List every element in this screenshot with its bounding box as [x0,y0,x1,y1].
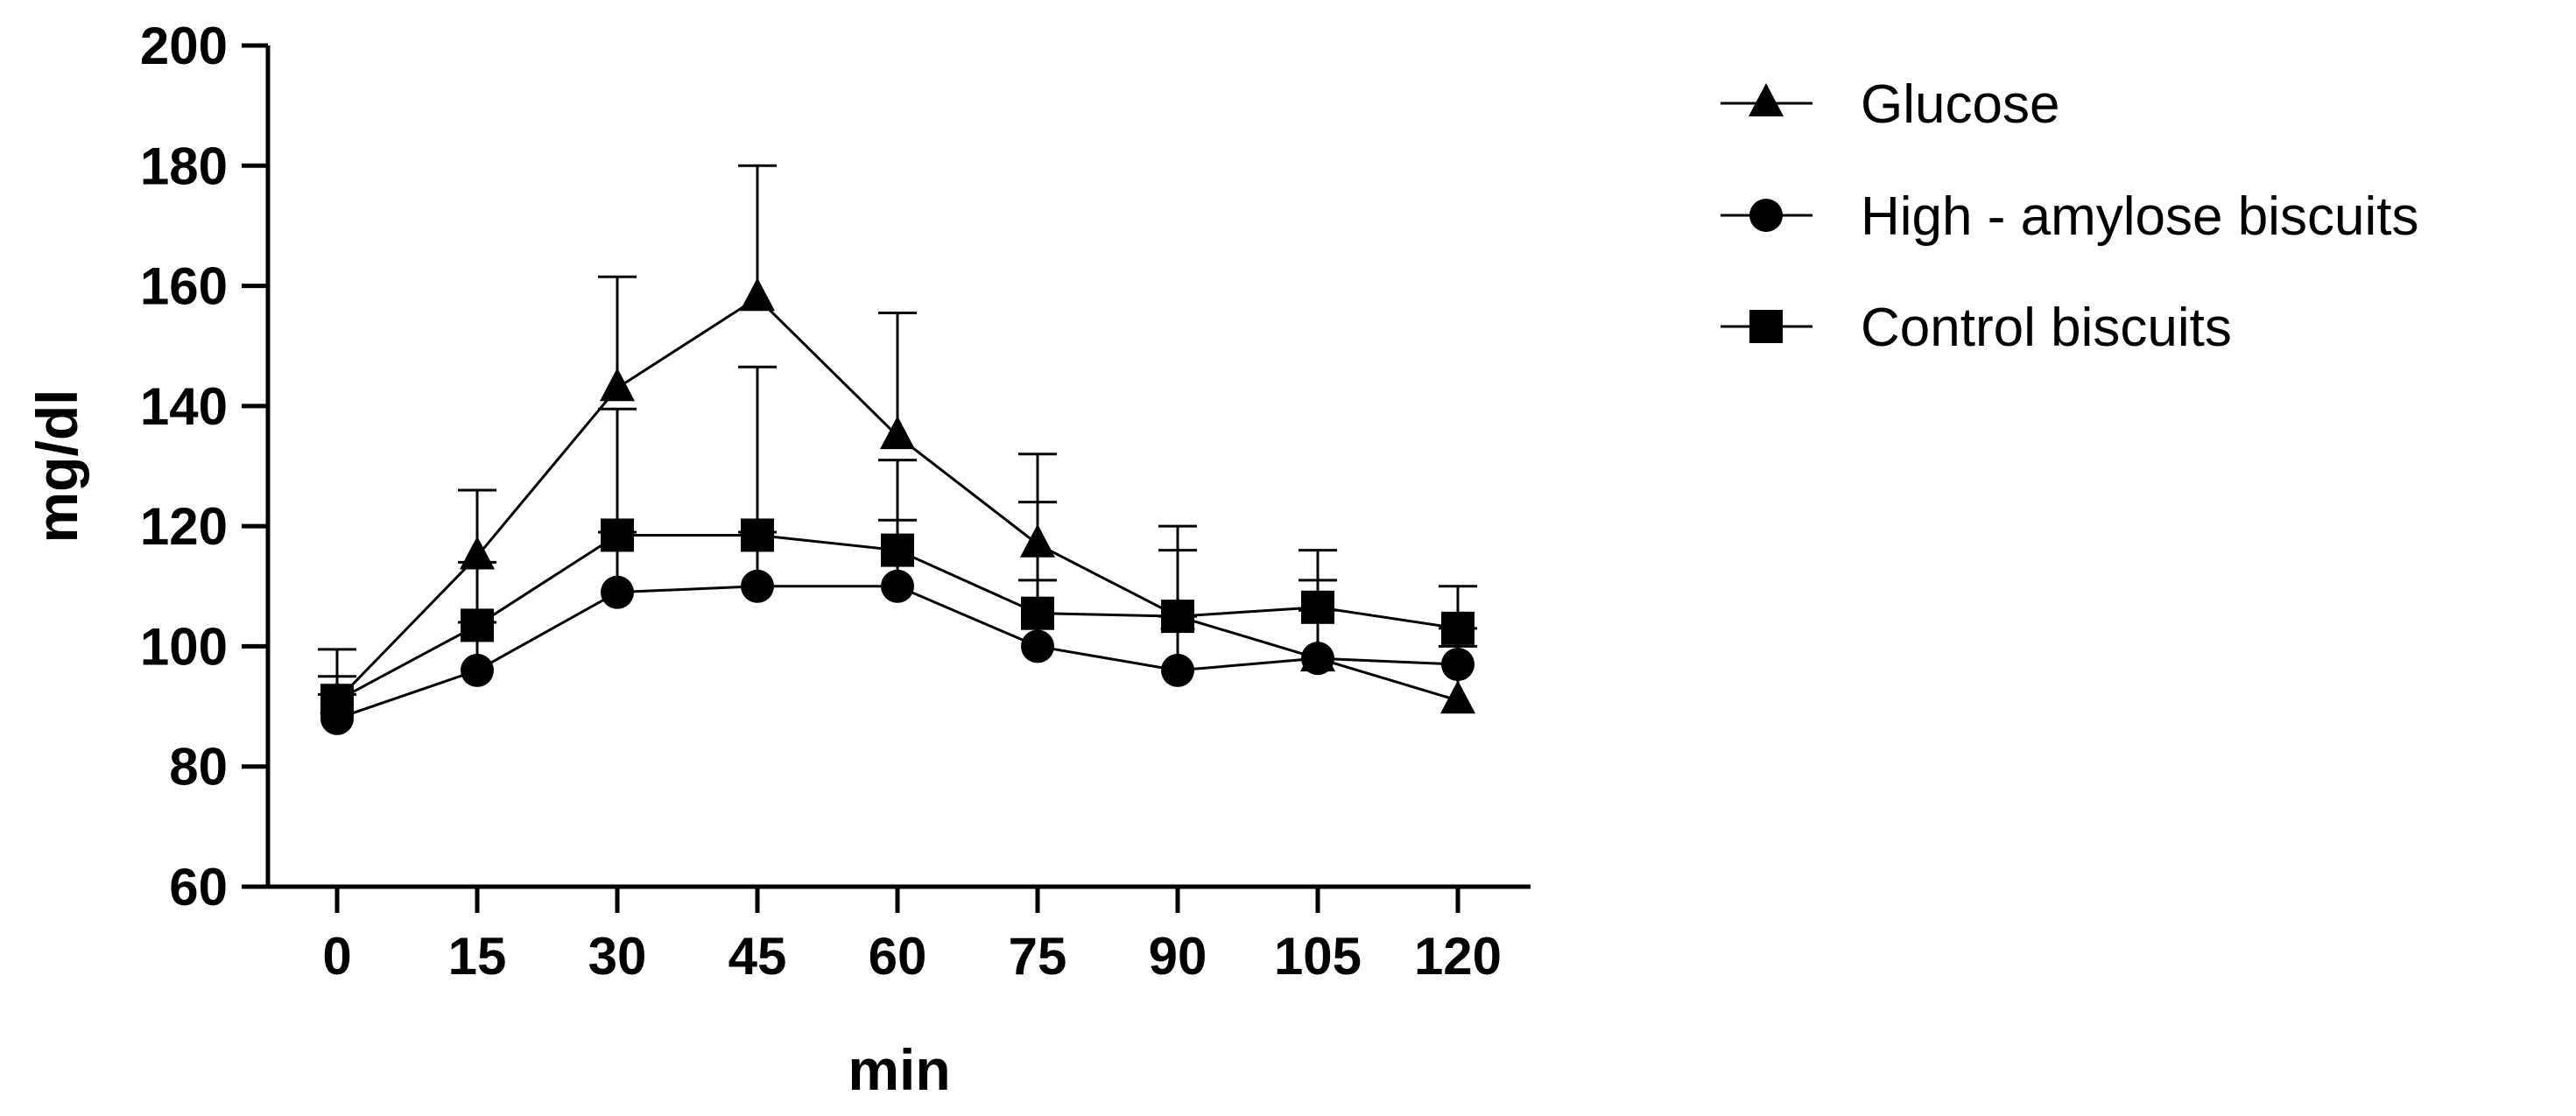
circle-data-point [741,569,774,603]
circle-data-point [1301,642,1334,676]
x-tick-label: 0 [322,927,351,986]
square-data-point [461,608,494,642]
triangle-data-point [1020,523,1055,558]
circle-data-point [1441,648,1475,682]
x-axis-title: min [848,1037,950,1102]
legend-square-icon [1749,310,1783,343]
circle-data-point [1161,653,1194,687]
triangle-data-point [880,416,915,450]
triangle-data-point [1440,680,1475,714]
circle-data-point [601,575,634,609]
square-data-point [881,533,914,567]
legend-label: Glucose [1861,74,2059,135]
legend-triangle-icon [1749,83,1784,116]
legend-circle-icon [1749,199,1783,232]
circle-data-point [881,569,914,603]
y-tick-label: 80 [169,738,228,797]
circle-data-point [1021,629,1054,663]
y-tick-label: 180 [140,137,228,195]
triangle-data-point [600,368,635,402]
square-data-point [1441,611,1475,645]
square-data-point [601,518,634,552]
triangle-data-point [740,277,775,312]
circle-data-point [461,653,494,687]
square-data-point [741,518,774,552]
x-tick-label: 120 [1414,927,1502,986]
square-data-point [1301,590,1334,624]
square-data-point [1161,600,1194,634]
y-tick-label: 100 [140,617,228,676]
square-data-point [320,684,354,718]
y-tick-label: 140 [140,377,228,436]
y-axis-title: mg/dl [25,390,89,544]
x-tick-label: 15 [448,927,507,986]
axes [265,46,1531,889]
x-tick-label: 30 [588,927,647,986]
y-tick-label: 120 [140,497,228,556]
y-tick-label: 200 [140,17,228,75]
x-tick-label: 75 [1009,927,1067,986]
triangle-data-point [460,536,495,570]
y-tick-label: 60 [169,858,228,916]
x-tick-label: 105 [1274,927,1362,986]
x-tick-label: 60 [869,927,927,986]
ticks: 60 80 100 120 140 160 180 200 0 15 30 45 60 75 90 105 12… [140,17,1502,986]
legend-label: High - amylose biscuits [1861,186,2418,247]
legend: Glucose High - amylose biscuits Control bi… [1721,74,2418,358]
y-tick-label: 160 [140,257,228,316]
legend-label: Control biscuits [1861,298,2232,358]
series-markers [320,277,1475,735]
x-tick-label: 90 [1149,927,1207,986]
x-tick-label: 45 [728,927,787,986]
square-data-point [1021,596,1054,630]
